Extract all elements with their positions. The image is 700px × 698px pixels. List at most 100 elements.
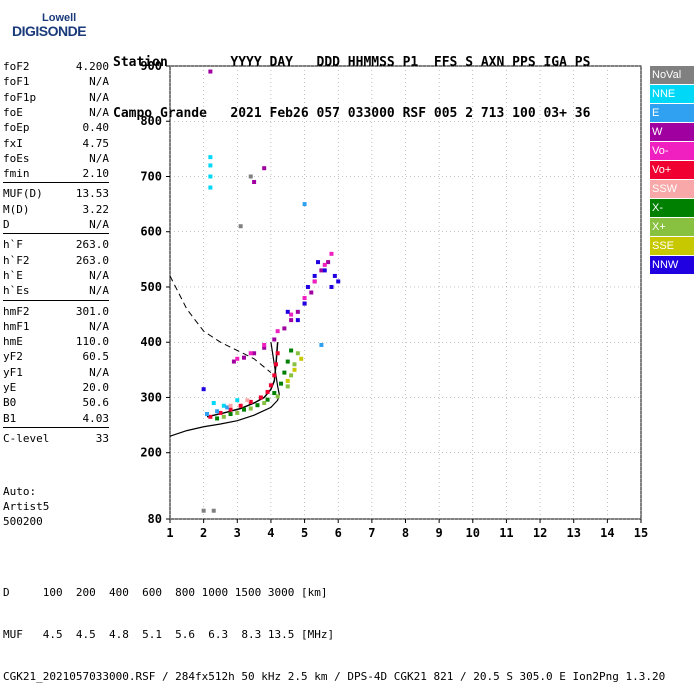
param-value: 13.53 <box>75 187 109 201</box>
param-value: 33 <box>95 431 109 445</box>
param-name: h`Es <box>3 284 30 298</box>
legend-item: NNW <box>650 256 694 274</box>
data-point <box>211 508 216 513</box>
param-row: h`F 263.0 <box>3 236 109 254</box>
data-point <box>218 410 223 415</box>
legend-item: X+ <box>650 218 694 236</box>
param-name: h`F <box>3 238 23 252</box>
param-name: D <box>3 218 10 231</box>
param-row: D N/A <box>3 216 109 234</box>
param-value: 3.22 <box>82 202 110 216</box>
distance-row: D 100 200 400 600 800 1000 1500 3000 [km… <box>3 586 328 599</box>
param-name: yF2 <box>3 350 23 364</box>
bottom-info: D 100 200 400 600 800 1000 1500 3000 [km… <box>3 558 665 698</box>
data-point <box>275 329 280 334</box>
data-point <box>215 416 220 421</box>
data-point <box>248 351 253 356</box>
param-row: hmE 110.0 <box>3 333 109 351</box>
data-point <box>262 342 267 347</box>
logo-lowell: Lowell <box>42 12 77 24</box>
data-point <box>285 359 290 364</box>
param-name: B1 <box>3 411 17 425</box>
param-row: foF1p N/A <box>3 89 109 107</box>
data-point <box>272 373 277 378</box>
x-tick-label: 5 <box>301 526 308 540</box>
logo-digisonde: DIGISONDE <box>12 23 87 39</box>
data-point <box>322 262 327 267</box>
x-tick-label: 10 <box>466 526 480 540</box>
data-point <box>211 400 216 405</box>
legend-item: NNE <box>650 85 694 103</box>
x-tick-label: 15 <box>634 526 648 540</box>
param-row: h`Es N/A <box>3 282 109 300</box>
data-point <box>231 359 236 364</box>
data-point <box>282 326 287 331</box>
data-point <box>289 312 294 317</box>
y-tick-label: 700 <box>140 169 162 183</box>
legend-item: Vo+ <box>650 161 694 179</box>
param-name: foF1 <box>3 75 30 89</box>
data-point <box>322 268 327 273</box>
param-name: yE <box>3 381 17 394</box>
data-point <box>292 367 297 372</box>
param-row: yF1 N/A <box>3 364 109 382</box>
data-point <box>329 251 334 256</box>
param-value: 4.75 <box>82 136 110 150</box>
param-value: 20.0 <box>82 381 110 394</box>
param-value: N/A <box>89 365 109 379</box>
data-point <box>289 373 294 378</box>
data-point <box>289 318 294 323</box>
legend-item: SSW <box>650 180 694 198</box>
param-value: 4.200 <box>75 60 109 73</box>
legend-item: NoVal <box>650 66 694 84</box>
data-point <box>275 394 280 399</box>
param-value: N/A <box>89 105 109 119</box>
param-value: N/A <box>89 268 109 282</box>
data-point <box>221 414 226 419</box>
x-tick-label: 6 <box>335 526 342 540</box>
x-tick-label: 3 <box>234 526 241 540</box>
x-tick-label: 1 <box>166 526 173 540</box>
data-point <box>299 356 304 361</box>
data-point <box>285 309 290 314</box>
data-point <box>302 296 307 301</box>
param-name: C-level <box>3 431 50 445</box>
param-name: foEs <box>3 151 30 165</box>
param-value: 301.0 <box>75 304 109 318</box>
data-point <box>208 155 213 160</box>
data-point <box>248 174 253 179</box>
param-value: 0.40 <box>82 121 110 135</box>
data-point <box>238 224 243 229</box>
param-value: 50.6 <box>82 396 110 410</box>
auto-code: 500200 <box>3 515 43 528</box>
x-tick-label: 13 <box>566 526 580 540</box>
param-row: foE N/A <box>3 104 109 122</box>
y-tick-label: 800 <box>140 114 162 128</box>
data-point <box>279 381 284 386</box>
data-point <box>309 290 314 295</box>
data-point <box>248 406 253 411</box>
param-row: fmin 2.10 <box>3 165 109 183</box>
y-tick-label: 500 <box>140 280 162 294</box>
x-tick-label: 8 <box>402 526 409 540</box>
data-point <box>205 412 210 417</box>
data-point <box>319 342 324 347</box>
param-row: yE 20.0 <box>3 379 109 397</box>
data-point <box>285 384 290 389</box>
param-row: B0 50.6 <box>3 394 109 412</box>
data-point <box>208 163 213 168</box>
data-point <box>258 395 263 400</box>
y-tick-label: 300 <box>140 390 162 404</box>
legend-item: W <box>650 123 694 141</box>
x-tick-label: 7 <box>368 526 375 540</box>
param-row: hmF2 301.0 <box>3 303 109 321</box>
data-point <box>316 260 321 265</box>
data-point <box>235 398 240 403</box>
data-point <box>208 414 213 419</box>
param-value: 110.0 <box>75 335 109 349</box>
x-tick-label: 4 <box>267 526 274 540</box>
file-info-row: CGK21_2021057033000.RSF / 284fx512h 50 k… <box>3 670 666 683</box>
param-row: yF2 60.5 <box>3 348 109 366</box>
param-name: yF1 <box>3 365 23 379</box>
param-value: N/A <box>89 319 109 333</box>
